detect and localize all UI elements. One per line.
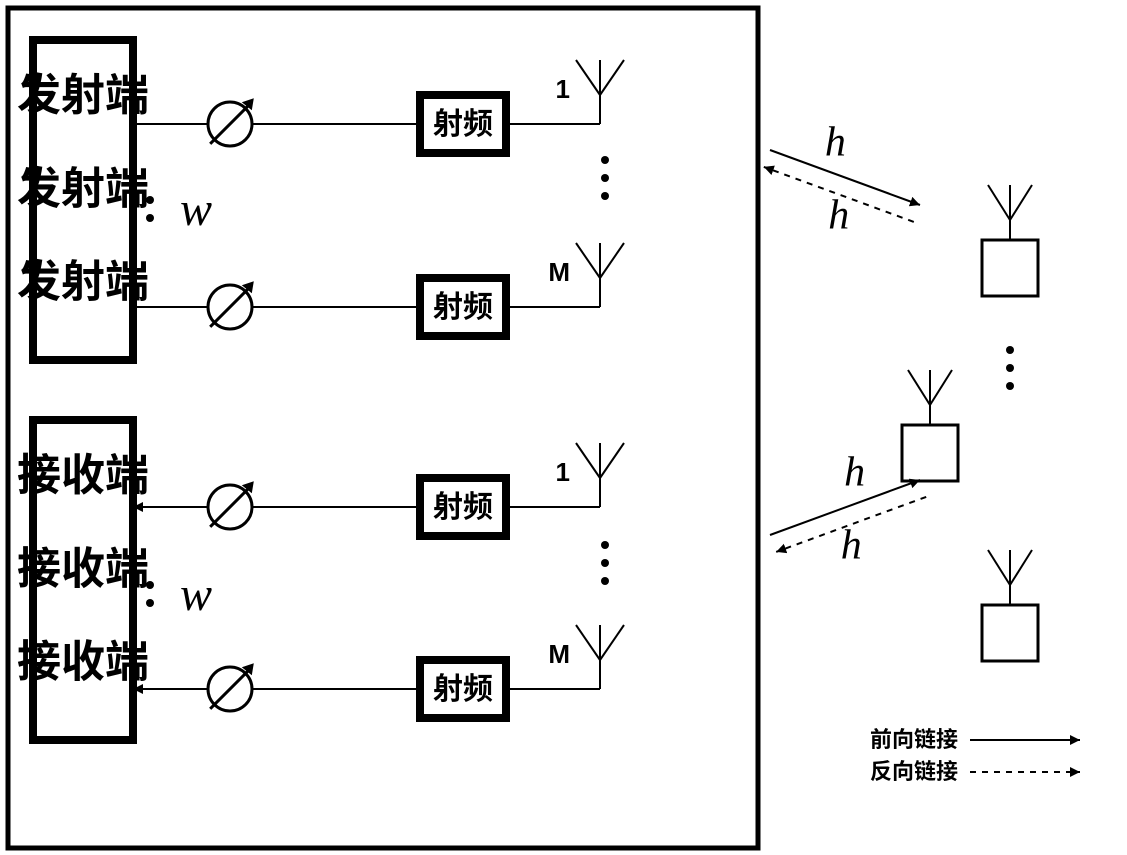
vdots-icon [601,559,609,567]
tx-title-char: 发射端 [17,246,149,310]
legend-label: 前向链接 [870,722,958,754]
tx-title-char: 发射端 [17,152,149,216]
phase-shifter-icon [208,98,254,146]
vdots-icon [601,541,609,549]
vdots-icon [1006,346,1014,354]
antenna-icon [576,625,624,689]
phase-shifter-icon [208,481,254,529]
rx-title-char: 接收端 [17,532,149,596]
antenna-index-label: M [548,639,570,669]
remote-terminal-icon [982,550,1038,661]
vdots-icon [146,599,154,607]
antenna-icon [576,443,624,507]
rf-label: 射频 [433,482,493,526]
antenna-icon [576,243,624,307]
antenna-index-label: 1 [556,74,570,104]
vdots-icon [146,581,154,589]
channel-label: h [828,192,849,238]
vdots-icon [601,156,609,164]
vdots-icon [1006,364,1014,372]
vdots-icon [146,196,154,204]
rx-title-char: 接收端 [17,626,149,690]
antenna-index-label: 1 [556,457,570,487]
weight-label: w [180,568,212,621]
vdots-icon [601,577,609,585]
phase-shifter-icon [208,281,254,329]
channel-label: h [844,450,865,496]
rf-label: 射频 [433,664,493,708]
rf-label: 射频 [433,99,493,143]
phase-shifter-icon [208,663,254,711]
weight-label: w [180,183,212,236]
legend-label: 反向链接 [870,754,958,786]
rf-label: 射频 [433,282,493,326]
channel-label: h [841,522,862,568]
vdots-icon [146,214,154,222]
vdots-icon [601,174,609,182]
antenna-index-label: M [548,257,570,287]
remote-terminal-icon [902,370,958,481]
remote-terminal-icon [982,185,1038,296]
vdots-icon [601,192,609,200]
channel-label: h [825,120,846,166]
vdots-icon [1006,382,1014,390]
tx-title-char: 发射端 [17,59,149,123]
rx-title-char: 接收端 [17,439,149,503]
base-station-box [8,8,758,848]
antenna-icon [576,60,624,124]
